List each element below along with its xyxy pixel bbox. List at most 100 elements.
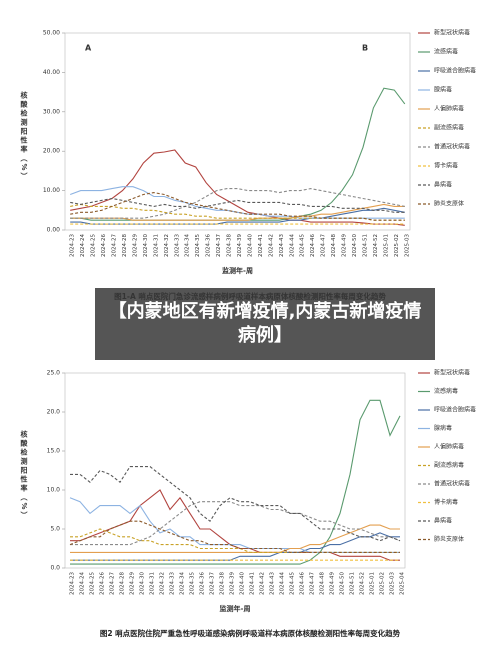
series-line (70, 524, 400, 553)
x-tick-label: 2024-36 (200, 572, 206, 595)
x-tick-label: 2024-31 (150, 572, 156, 595)
x-tick-label: 2024-25 (90, 572, 96, 595)
x-tick-label: 2024-50 (340, 572, 346, 595)
legend-label: 流感病毒 (434, 48, 458, 56)
x-tick-label: 2024-26 (100, 572, 106, 595)
legend-label: 肺炎支原体 (434, 535, 464, 543)
y-axis-label: 核酸检测阳性率（%） (20, 430, 29, 521)
x-tick-label: 2025-03 (404, 234, 410, 257)
x-tick-label: 2024-37 (210, 572, 216, 595)
x-tick-label: 2024-31 (153, 234, 159, 257)
legend-label: 人偏肺病毒 (434, 443, 464, 451)
x-tick-label: 2024-32 (160, 572, 166, 595)
legend-label: 普通冠状病毒 (434, 480, 470, 488)
x-tick-label: 2024-39 (230, 572, 236, 595)
x-tick-label: 2024-49 (342, 234, 348, 257)
x-tick-label: 2024-34 (185, 234, 191, 257)
x-tick-label: 2024-46 (310, 234, 316, 257)
series-line (69, 520, 400, 553)
x-tick-label: 2024-30 (140, 572, 146, 595)
chart-title: 图2 哨点医院住院严重急性呼吸道感染病例呼吸道样本病原体核酸检测阳性率每周变化趋… (100, 628, 401, 638)
x-tick-label: 2024-29 (132, 234, 138, 257)
x-tick-label: 2024-44 (280, 572, 286, 595)
legend-label: 博卡病毒 (434, 162, 458, 170)
x-tick-label: 2024-33 (174, 234, 180, 257)
x-tick-label: 2024-51 (350, 572, 356, 595)
y-tick-label: 0.00 (47, 227, 61, 234)
x-tick-label: 2024-23 (70, 572, 76, 595)
legend-label: 腺病毒 (434, 86, 452, 94)
series-line (70, 188, 405, 219)
legend-label: 呼吸道合胞病毒 (434, 67, 476, 75)
series-line (70, 203, 405, 221)
x-tick-label: 2025-01 (370, 572, 376, 595)
x-tick-label: 2024-49 (330, 572, 336, 595)
legend-label: 新型冠状病毒 (434, 29, 470, 37)
legend-label: 肺炎支原体 (434, 200, 464, 208)
x-tick-label: 2024-42 (260, 572, 266, 595)
legend-label: 人偏肺病毒 (434, 105, 464, 113)
x-axis-label: 监测年-周 (220, 604, 251, 613)
x-tick-label: 2024-29 (130, 572, 136, 595)
x-tick-label: 2024-27 (110, 572, 116, 595)
x-tick-label: 2024-27 (112, 234, 118, 257)
x-tick-label: 2024-33 (170, 572, 176, 595)
y-tick-label: 50.00 (43, 30, 60, 37)
legend-label: 博卡病毒 (434, 498, 458, 506)
panel-label: B (362, 44, 368, 53)
x-tick-label: 2024-39 (237, 234, 243, 257)
x-tick-label: 2024-24 (80, 572, 86, 595)
legend-label: 腺病毒 (434, 424, 452, 432)
y-axis-label: 核酸检测阳性率（%） (20, 91, 29, 182)
y-tick-label: 0.0 (50, 565, 60, 572)
series-line (70, 186, 405, 219)
x-tick-label: 2024-25 (91, 234, 97, 257)
x-tick-label: 2024-42 (268, 234, 274, 257)
x-tick-label: 2024-36 (206, 234, 212, 257)
y-tick-label: 5.0 (50, 526, 60, 533)
x-tick-label: 2025-01 (383, 234, 389, 257)
x-tick-label: 2024-51 (362, 234, 368, 257)
panel-label: A (85, 44, 92, 53)
legend-label: 副流感病毒 (434, 124, 464, 132)
series-line (70, 501, 401, 546)
x-tick-label: 2024-26 (101, 234, 107, 257)
x-axis-label: 监测年-周 (222, 266, 253, 275)
x-tick-label: 2024-48 (331, 234, 337, 257)
x-tick-label: 2025-03 (390, 572, 396, 595)
legend-label: 流感病毒 (434, 387, 458, 395)
x-tick-label: 2024-43 (270, 572, 276, 595)
x-tick-label: 2024-43 (279, 234, 285, 257)
x-tick-label: 2024-40 (240, 572, 246, 595)
x-tick-label: 2024-37 (216, 234, 222, 257)
series-line (70, 149, 405, 226)
x-tick-label: 2024-41 (258, 234, 264, 257)
y-tick-label: 25.0 (47, 370, 61, 377)
x-tick-label: 2024-41 (250, 572, 256, 595)
x-tick-label: 2024-32 (164, 234, 170, 257)
x-tick-label: 2024-38 (220, 572, 226, 595)
y-tick-label: 20.00 (43, 148, 60, 155)
x-tick-label: 2024-35 (195, 234, 201, 257)
x-tick-label: 2024-52 (373, 234, 379, 257)
y-tick-label: 40.00 (43, 69, 60, 76)
plot-frame (64, 32, 411, 231)
x-tick-label: 2024-52 (360, 572, 366, 595)
x-tick-label: 2024-44 (289, 234, 295, 257)
x-tick-label: 2024-40 (247, 234, 253, 257)
x-tick-label: 2024-38 (227, 234, 233, 257)
x-tick-label: 2024-28 (122, 234, 128, 257)
x-tick-label: 2024-47 (310, 572, 316, 595)
y-tick-label: 30.00 (43, 108, 60, 115)
series-line (70, 399, 401, 565)
plot-frame (64, 372, 406, 569)
x-tick-label: 2025-02 (380, 572, 386, 595)
x-tick-label: 2025-04 (400, 572, 406, 595)
x-tick-label: 2024-50 (352, 234, 358, 257)
x-tick-label: 2024-47 (321, 234, 327, 257)
y-tick-label: 15.0 (47, 448, 61, 455)
legend-label: 鼻病毒 (434, 517, 452, 525)
x-tick-label: 2024-34 (180, 572, 186, 595)
